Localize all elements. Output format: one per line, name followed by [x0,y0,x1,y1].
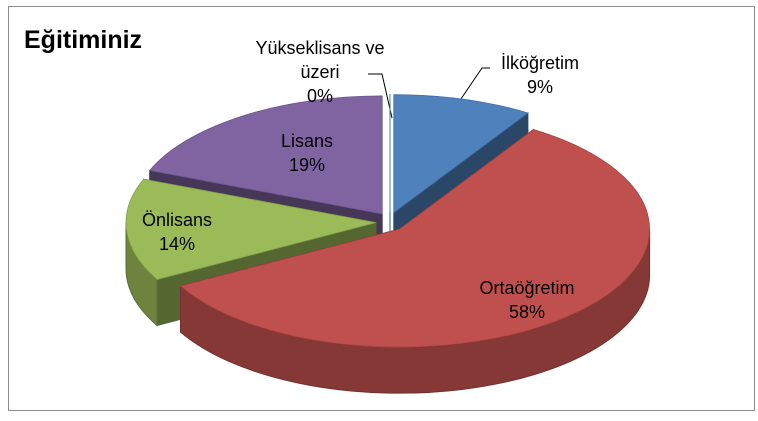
slice-label: İlköğretim 9% [475,51,605,99]
chart-title: Eğitiminiz [24,26,143,54]
slice-label: Ortaöğretim 58% [462,276,592,324]
value-label: 14% [158,234,196,254]
pie [125,94,651,394]
category-label: Lisans [280,131,334,151]
value-label: 0% [306,86,333,106]
slice-label: Yükseklisans ve üzeri 0% [255,36,385,108]
category-label: Yükseklisans ve üzeri [255,38,385,82]
slice [179,129,650,348]
value-label: 58% [508,302,546,322]
slice [148,95,383,215]
slice [125,178,377,280]
slice-label: Lisans 19% [242,129,372,177]
slice-label: Önlisans 14% [112,208,242,256]
category-label: Ortaöğretim [479,278,575,298]
category-label: İlköğretim [500,53,580,73]
value-label: 9% [526,77,553,97]
leader-line [368,73,393,119]
value-label: 19% [288,155,326,175]
category-label: Önlisans [141,210,213,230]
slice [393,94,529,214]
